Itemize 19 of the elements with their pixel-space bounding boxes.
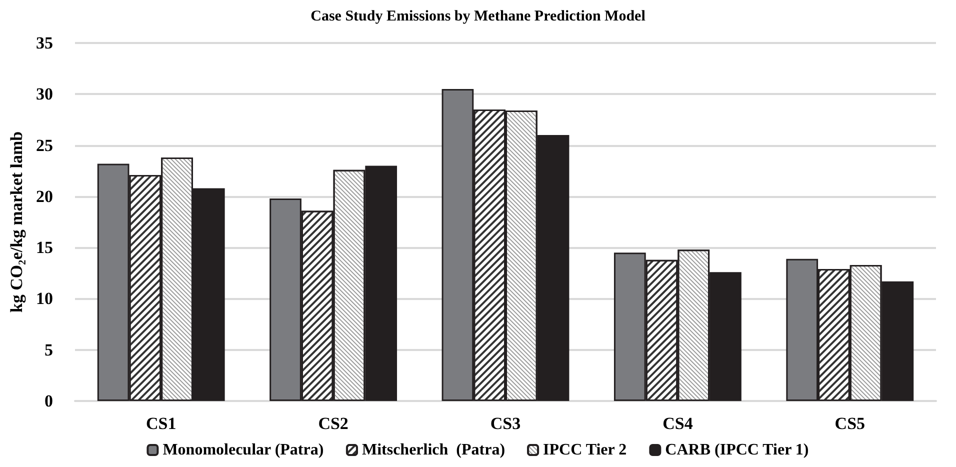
y-tick-label: 5 [44, 340, 53, 360]
y-tick-label: 25 [36, 136, 53, 155]
x-tick-label: CS5 [834, 414, 866, 433]
y-tick-label: 35 [36, 34, 53, 52]
y-tick-label: 20 [36, 186, 53, 206]
legend-label: Mitscherlich (Patra) [362, 442, 506, 458]
x-tick-label: CS3 [490, 414, 521, 433]
y-tick-label: 0 [44, 392, 53, 410]
y-tick-label: 10 [36, 289, 53, 308]
y-axis-title: kg CO₂e/kg market lamb [7, 131, 26, 313]
x-tick-label: CS1 [146, 414, 176, 433]
legend-label: IPCC Tier 2 [543, 442, 627, 458]
legend-label: Monomolecular (Patra) [162, 442, 324, 458]
y-tick-label: 15 [36, 238, 53, 258]
legend-label: CARB (IPCC Tier 1) [665, 442, 809, 458]
x-tick-label: CS4 [662, 414, 694, 433]
y-tick-label: 30 [36, 84, 53, 104]
x-tick-label: CS2 [318, 414, 348, 433]
chart-title: Case Study Emissions by Methane Prediction Model [310, 8, 646, 24]
